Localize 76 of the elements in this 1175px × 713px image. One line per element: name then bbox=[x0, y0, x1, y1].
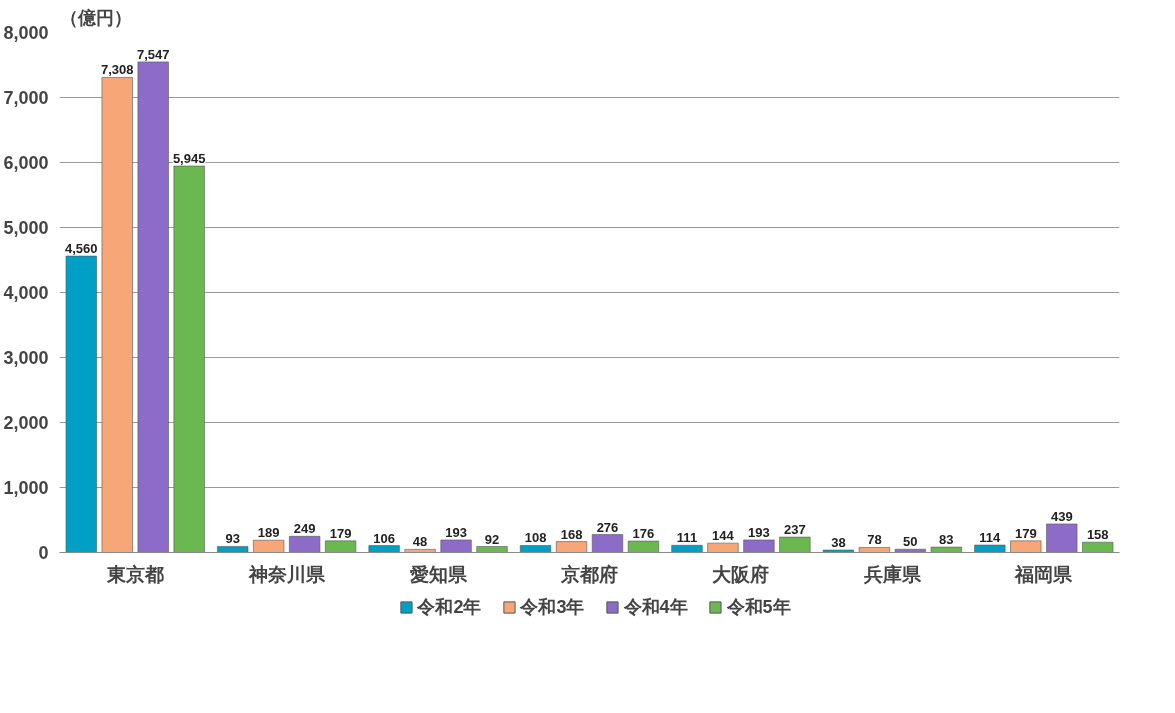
legend-label: 令和5年 bbox=[726, 596, 791, 619]
bar bbox=[368, 545, 400, 553]
data-label: 189 bbox=[257, 525, 280, 541]
data-label: 7,308 bbox=[100, 62, 134, 78]
y-tick-label: 8,000 bbox=[3, 23, 49, 43]
y-tick-label: 1,000 bbox=[3, 478, 49, 498]
y-tick-label: 3,000 bbox=[3, 348, 49, 368]
y-tick-label: 6,000 bbox=[3, 153, 49, 173]
bar bbox=[627, 540, 660, 553]
bar bbox=[591, 534, 624, 553]
x-tick-label: 愛知県 bbox=[409, 563, 468, 585]
data-label: 93 bbox=[225, 531, 240, 547]
data-label: 237 bbox=[784, 522, 806, 538]
x-tick-label: 福岡県 bbox=[1014, 563, 1074, 585]
data-label: 106 bbox=[373, 530, 395, 546]
data-label: 249 bbox=[293, 521, 316, 537]
data-label: 114 bbox=[979, 530, 1002, 546]
legend-label: 令和2年 bbox=[417, 596, 482, 619]
bar bbox=[137, 61, 169, 553]
x-tick-label: 京都府 bbox=[560, 563, 618, 585]
bar bbox=[519, 545, 552, 553]
bar bbox=[65, 255, 97, 553]
y-tick-label: 0 bbox=[38, 543, 49, 563]
legend-label: 令和3年 bbox=[520, 596, 585, 619]
data-label: 193 bbox=[748, 524, 770, 540]
data-label: 108 bbox=[524, 530, 547, 546]
bar bbox=[743, 539, 775, 553]
bar bbox=[930, 546, 962, 553]
data-label: 168 bbox=[560, 526, 583, 542]
bar bbox=[289, 536, 321, 553]
bar bbox=[671, 544, 703, 553]
data-label: 439 bbox=[1050, 508, 1073, 524]
data-label: 193 bbox=[445, 524, 467, 540]
data-label: 179 bbox=[1014, 525, 1037, 541]
data-label: 5,945 bbox=[172, 151, 206, 167]
data-label: 50 bbox=[903, 534, 918, 550]
bar bbox=[217, 546, 249, 553]
data-label: 78 bbox=[867, 532, 882, 548]
bar bbox=[779, 536, 811, 553]
bar bbox=[440, 539, 472, 553]
x-tick-label: 兵庫県 bbox=[862, 563, 922, 585]
bar bbox=[404, 549, 436, 553]
data-label: 4,560 bbox=[65, 241, 98, 257]
bar bbox=[325, 540, 357, 553]
x-tick-label: 大阪府 bbox=[712, 563, 770, 585]
data-label: 176 bbox=[632, 526, 655, 542]
data-label: 7,547 bbox=[136, 46, 170, 62]
data-label: 38 bbox=[831, 535, 846, 551]
x-tick-label: 東京都 bbox=[105, 563, 164, 585]
data-label: 276 bbox=[596, 519, 619, 535]
bar bbox=[858, 547, 890, 553]
data-label: 83 bbox=[939, 532, 954, 548]
bar bbox=[173, 165, 205, 553]
y-tick-label: 5,000 bbox=[3, 218, 49, 238]
legend-label: 令和4年 bbox=[623, 596, 688, 619]
y-tick-label: 7,000 bbox=[3, 88, 49, 108]
bar bbox=[1082, 541, 1114, 553]
y-axis-title: （億円） bbox=[59, 7, 132, 28]
data-label: 48 bbox=[412, 534, 428, 550]
data-label: 179 bbox=[329, 525, 352, 541]
bar bbox=[1010, 540, 1042, 553]
bar bbox=[476, 546, 508, 553]
y-tick-label: 2,000 bbox=[3, 413, 49, 433]
data-label: 158 bbox=[1086, 527, 1109, 543]
bar bbox=[555, 541, 588, 553]
data-label: 92 bbox=[484, 531, 500, 547]
data-label: 111 bbox=[676, 530, 698, 546]
bar bbox=[822, 549, 854, 553]
bar bbox=[1046, 523, 1078, 553]
bar bbox=[253, 539, 285, 553]
bar bbox=[101, 77, 133, 553]
x-tick-label: 神奈川県 bbox=[247, 563, 326, 585]
bar bbox=[707, 542, 739, 553]
y-tick-label: 4,000 bbox=[3, 283, 49, 303]
bar bbox=[974, 544, 1006, 553]
data-label: 144 bbox=[712, 528, 735, 544]
